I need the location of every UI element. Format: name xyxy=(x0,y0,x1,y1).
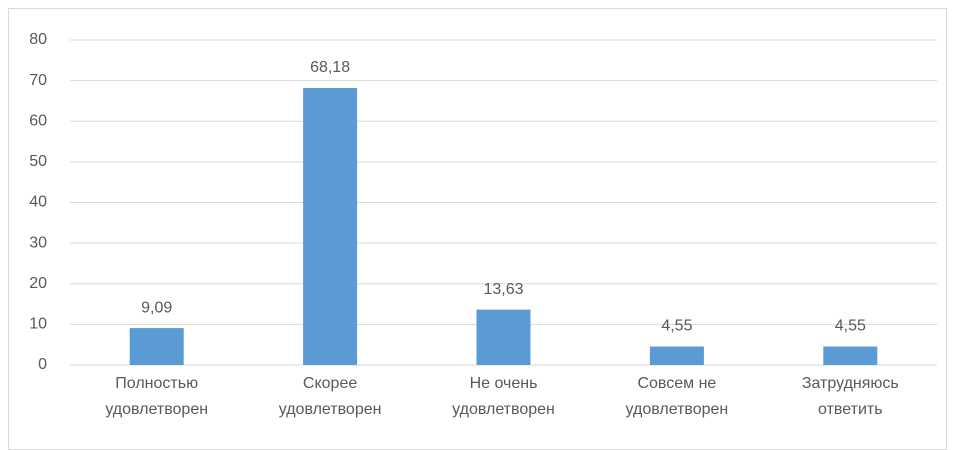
data-label: 9,09 xyxy=(141,299,172,316)
y-tick-label: 20 xyxy=(29,275,47,292)
y-tick-label: 40 xyxy=(29,194,47,211)
chart-border xyxy=(8,8,947,450)
x-tick-label: удовлетворен xyxy=(452,401,555,418)
y-tick-label: 50 xyxy=(29,153,47,170)
data-label: 68,18 xyxy=(310,59,350,76)
x-tick-label: Не очень xyxy=(470,375,538,392)
x-tick-label: удовлетворен xyxy=(626,401,729,418)
y-tick-label: 60 xyxy=(29,112,47,129)
x-tick-label: Затрудняюсь xyxy=(802,375,899,392)
y-tick-label: 70 xyxy=(29,72,47,89)
x-tick-label: Полностью xyxy=(115,375,198,392)
bar xyxy=(823,346,878,365)
data-label: 4,55 xyxy=(661,318,692,335)
x-tick-label: ответить xyxy=(818,401,883,418)
x-tick-label: Совсем не xyxy=(637,375,716,392)
bar xyxy=(129,328,184,365)
x-tick-label: удовлетворен xyxy=(105,401,208,418)
y-tick-label: 30 xyxy=(29,234,47,251)
data-label: 13,63 xyxy=(483,281,523,298)
y-tick-label: 10 xyxy=(29,316,47,333)
bar xyxy=(303,88,358,366)
y-tick-label: 80 xyxy=(29,31,47,48)
bar xyxy=(649,346,704,365)
x-tick-label: Скорее xyxy=(303,375,357,392)
x-tick-label: удовлетворен xyxy=(279,401,382,418)
bar xyxy=(476,309,531,365)
y-tick-label: 0 xyxy=(38,356,47,373)
data-label: 4,55 xyxy=(835,318,866,335)
